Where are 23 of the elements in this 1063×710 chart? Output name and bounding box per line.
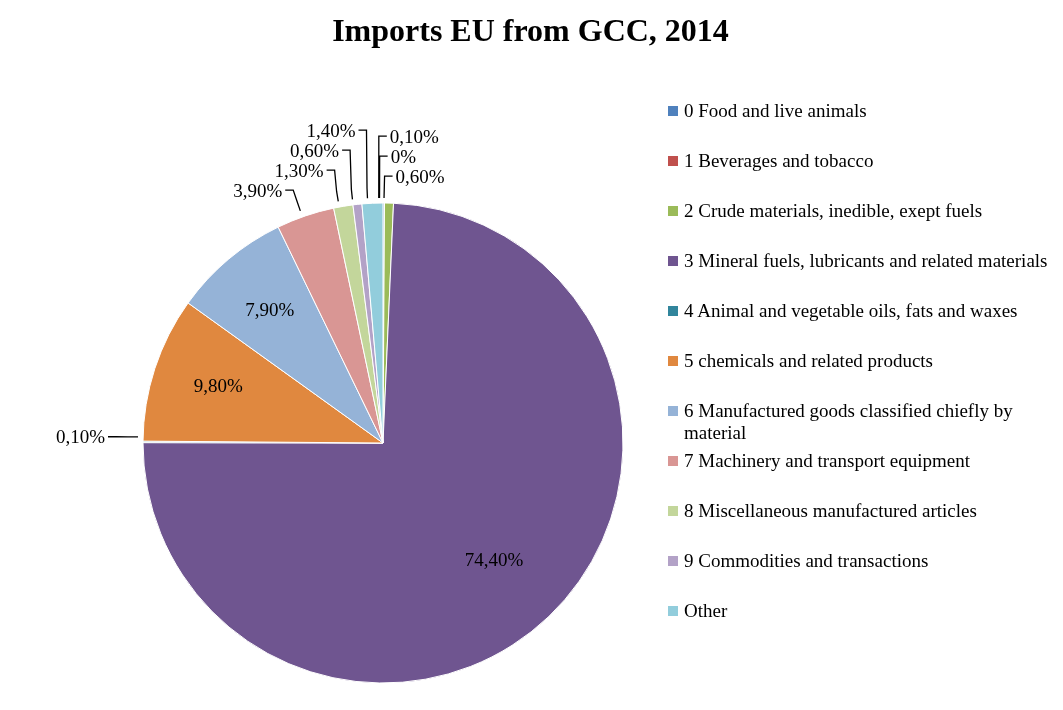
legend-label: 0 Food and live animals — [684, 100, 867, 122]
data-label: 7,90% — [245, 298, 295, 320]
legend-label: 3 Mineral fuels, lubricants and related materials — [684, 250, 1048, 272]
data-label: 3,90% — [233, 179, 283, 201]
legend-label: 5 chemicals and related products — [684, 350, 934, 372]
legend-label: 9 Commodities and transactions — [684, 550, 929, 572]
data-label: 1,30% — [274, 159, 324, 181]
data-label: 0,60% — [290, 139, 340, 161]
legend-label: 7 Machinery and transport equipment — [684, 450, 970, 472]
data-label: 74,40% — [464, 548, 524, 570]
legend-label: 2 Crude materials, inedible, exept fuels — [684, 200, 983, 222]
legend-label: 8 Miscellaneous manufactured articles — [684, 500, 977, 522]
chart-title: Imports EU from GCC, 2014 — [331, 11, 730, 50]
legend-label: 1 Beverages and tobacco — [684, 150, 874, 172]
legend-label: Other — [684, 600, 728, 622]
data-label: 0,60% — [395, 165, 445, 187]
data-label: 1,40% — [306, 119, 356, 141]
data-label: 9,80% — [193, 375, 243, 397]
legend-label: 6 Manufactured goods classified chiefly by material — [684, 400, 1014, 444]
legend-label: 4 Animal and vegetable oils, fats and waxes — [684, 300, 1018, 322]
data-label: 0,10% — [55, 426, 106, 448]
data-label: 0,10% — [389, 125, 440, 147]
text: 0% — [390, 145, 416, 167]
